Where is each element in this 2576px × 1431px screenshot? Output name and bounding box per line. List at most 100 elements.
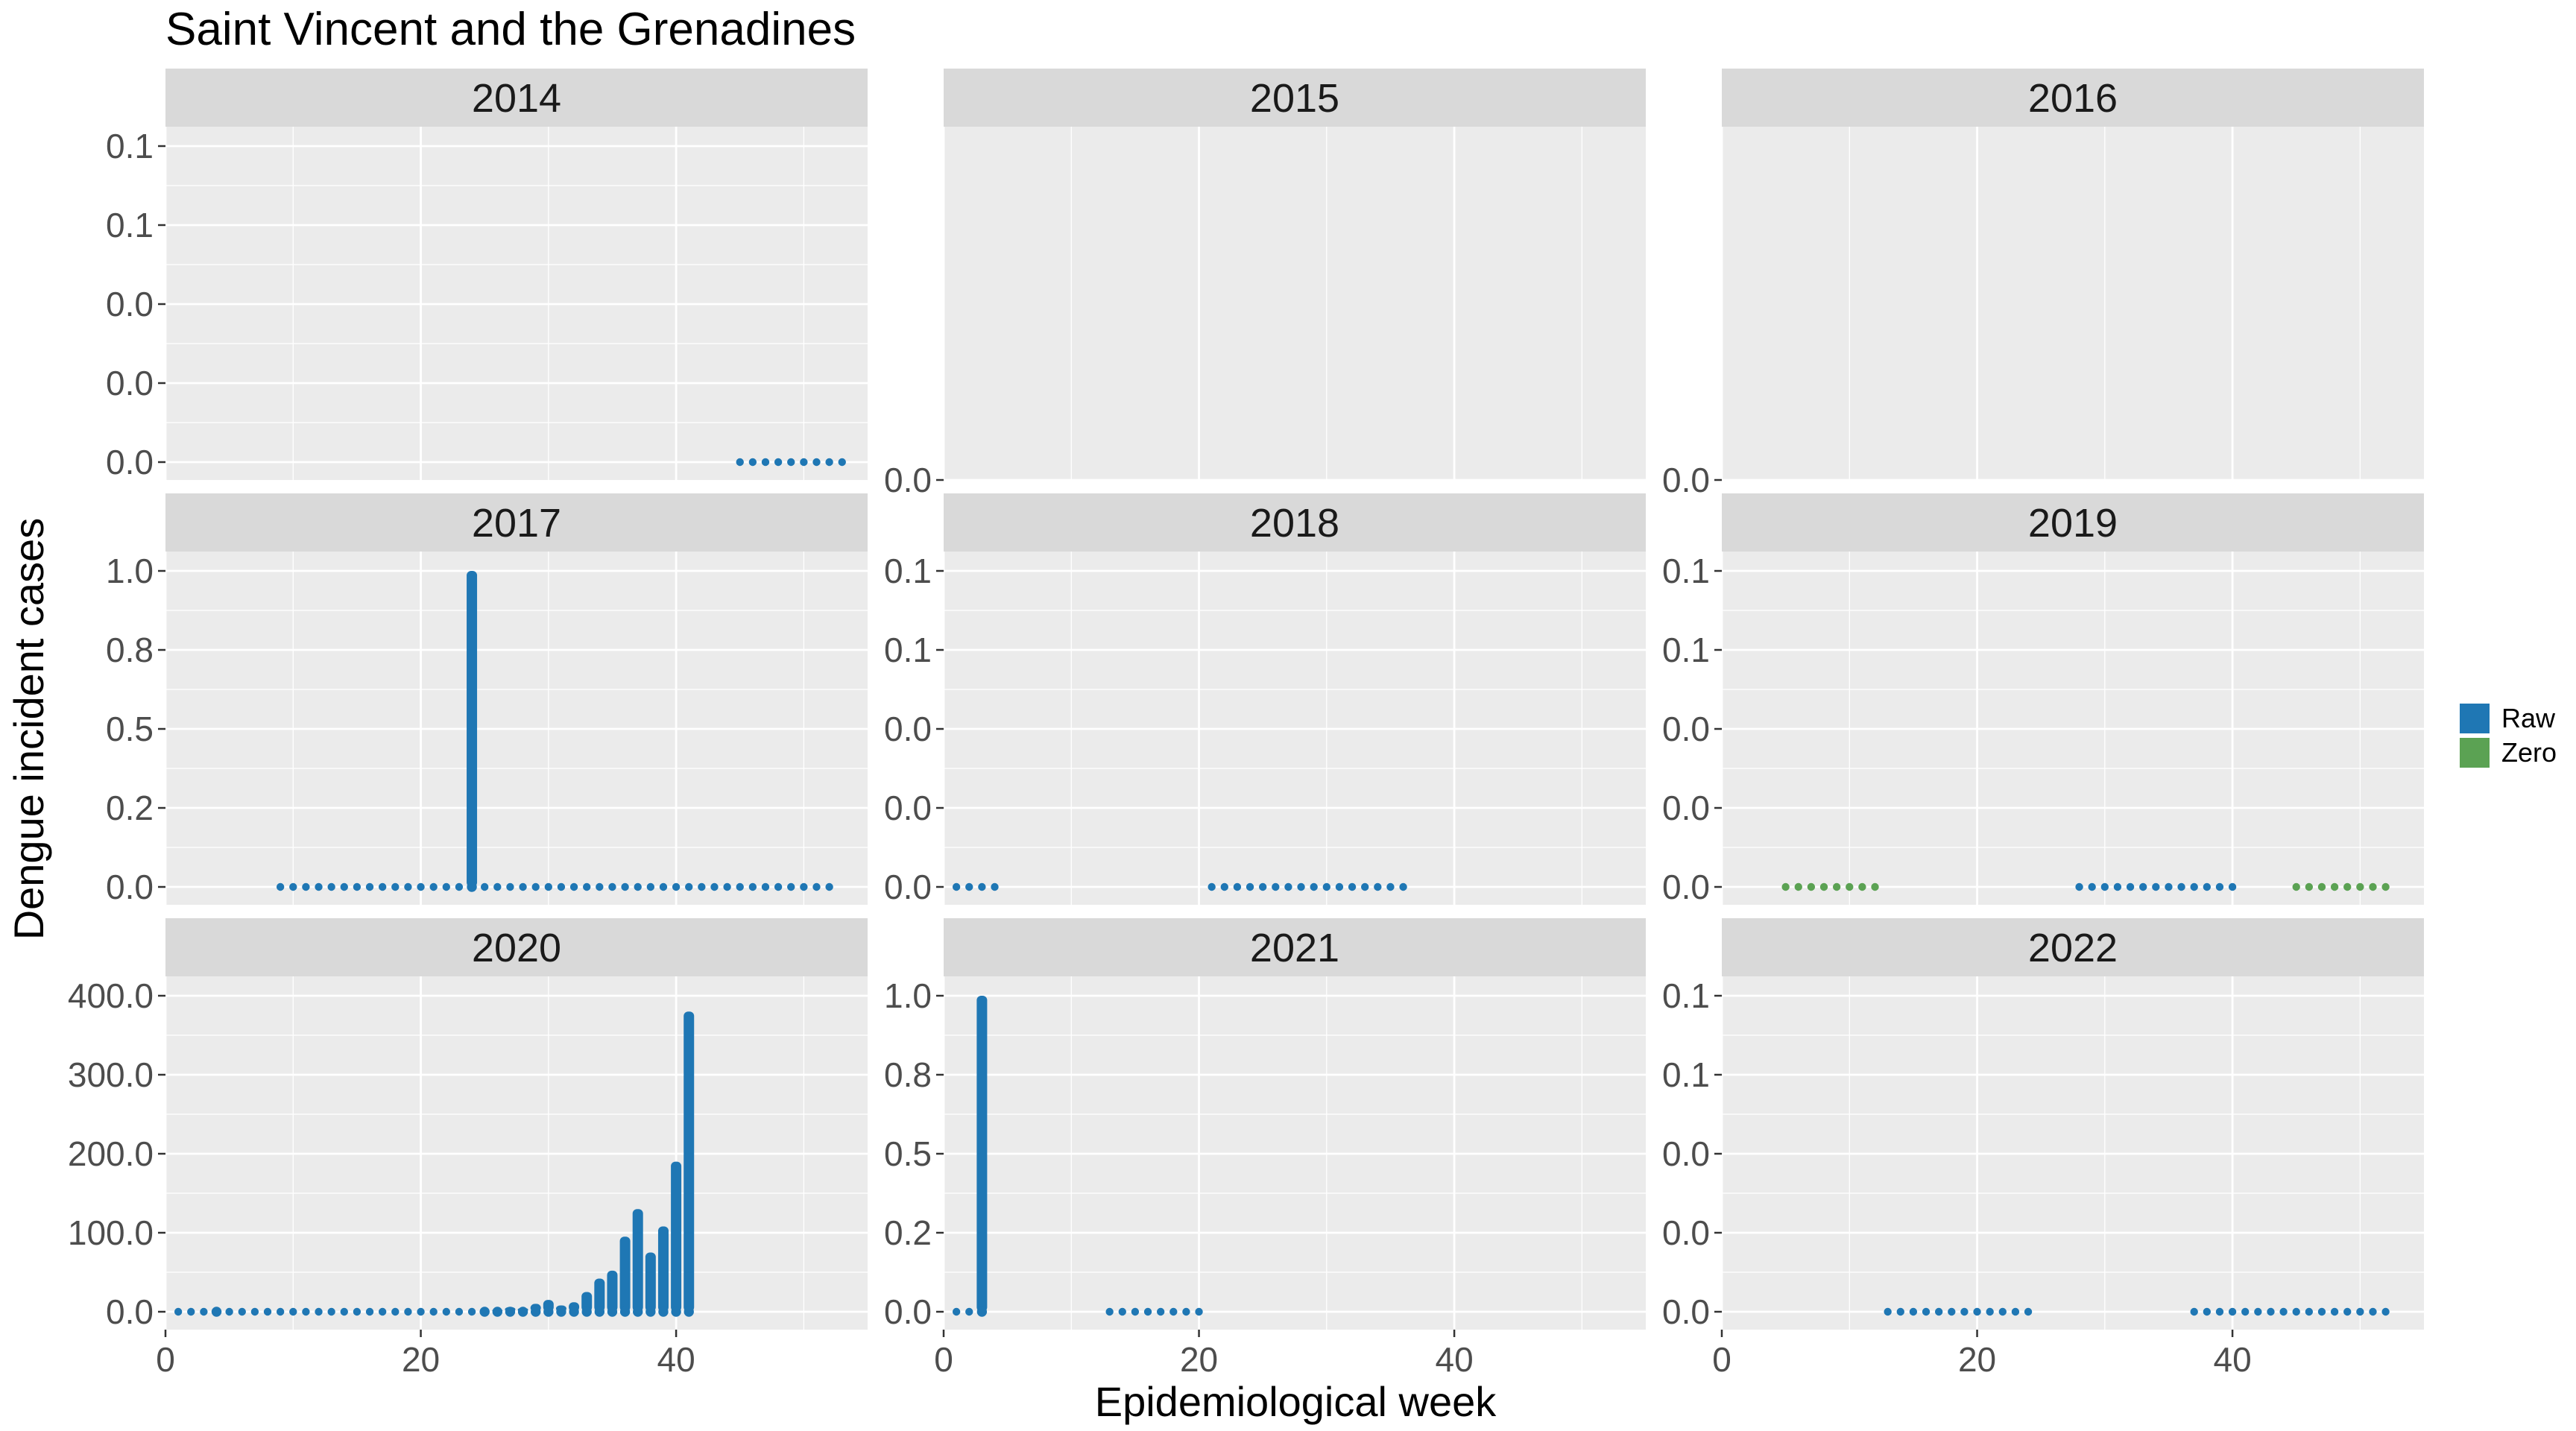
facet-panels: 2014 0.0 0.0 0.0 0.1 0.1 2015 0.0 2016 0.0 2017 0.0… bbox=[68, 69, 2424, 1379]
data-point bbox=[581, 1307, 592, 1317]
data-point bbox=[748, 882, 757, 891]
x-tick-label: 0 bbox=[934, 1340, 953, 1379]
data-point bbox=[1131, 1307, 1140, 1316]
data-point bbox=[455, 882, 464, 891]
data-point bbox=[2215, 1307, 2224, 1316]
facet-panel-2020: 2020 0.0 100.0 200.0 300.0 400.0 0 20 40 bbox=[68, 918, 868, 1379]
x-tick-label: 0 bbox=[1712, 1340, 1731, 1379]
data-point bbox=[479, 1307, 490, 1317]
data-point bbox=[621, 882, 629, 891]
data-point bbox=[505, 1307, 516, 1317]
facet-panel-2019: 2019 0.0 0.0 0.0 0.1 0.1 bbox=[1662, 493, 2424, 906]
data-point bbox=[530, 1307, 541, 1317]
data-point bbox=[263, 1307, 272, 1316]
data-point bbox=[978, 882, 986, 891]
data-point bbox=[404, 1307, 412, 1316]
data-point bbox=[1896, 1307, 1904, 1316]
data-point bbox=[1156, 1307, 1165, 1316]
data-point bbox=[2088, 882, 2096, 891]
facet-strip-label: 2014 bbox=[472, 76, 561, 121]
facet-strip bbox=[944, 918, 1646, 976]
data-point bbox=[812, 882, 821, 891]
data-point bbox=[748, 458, 757, 467]
data-point bbox=[2369, 882, 2377, 891]
data-point bbox=[1884, 1307, 1892, 1316]
data-point bbox=[391, 882, 400, 891]
data-point bbox=[1846, 882, 1854, 891]
data-point bbox=[1794, 882, 1802, 891]
data-point bbox=[1973, 1307, 1981, 1316]
y-tick-label: 0.0 bbox=[1662, 1134, 1710, 1173]
data-point bbox=[1832, 882, 1841, 891]
data-bar bbox=[467, 571, 478, 887]
data-point bbox=[672, 882, 681, 891]
data-point bbox=[1348, 882, 1357, 891]
data-bar bbox=[594, 1278, 605, 1312]
data-point bbox=[569, 1307, 579, 1317]
data-point bbox=[619, 1307, 631, 1317]
data-point bbox=[2305, 882, 2314, 891]
x-axis-title: Epidemiological week bbox=[1095, 1378, 1497, 1425]
data-point bbox=[467, 1307, 476, 1316]
y-tick-label: 0.8 bbox=[106, 631, 154, 669]
y-tick-label: 0.0 bbox=[1662, 868, 1710, 906]
y-tick-label: 0.0 bbox=[1662, 1292, 1710, 1331]
legend-key-zero bbox=[2460, 738, 2490, 768]
data-point bbox=[1399, 882, 1407, 891]
data-point bbox=[2075, 882, 2083, 891]
data-point bbox=[838, 458, 846, 467]
data-point bbox=[991, 882, 999, 891]
data-point bbox=[787, 458, 795, 467]
data-point bbox=[276, 882, 285, 891]
data-point bbox=[2381, 882, 2390, 891]
data-bar bbox=[671, 1161, 682, 1312]
data-point bbox=[556, 1307, 566, 1317]
data-point bbox=[583, 882, 591, 891]
data-point bbox=[174, 1307, 183, 1316]
x-tick-label: 40 bbox=[657, 1340, 695, 1379]
data-point bbox=[187, 1307, 195, 1316]
data-point bbox=[2177, 882, 2185, 891]
chart-title: Saint Vincent and the Grenadines bbox=[165, 4, 856, 55]
facet-strip-label: 2016 bbox=[2028, 76, 2118, 121]
data-point bbox=[1998, 1307, 2007, 1316]
y-tick-label: 300.0 bbox=[68, 1055, 154, 1094]
facet-panel-2021: 2021 0.0 0.2 0.5 0.8 1.0 0 20 40 bbox=[884, 918, 1646, 1379]
data-point bbox=[736, 882, 744, 891]
data-point bbox=[1335, 882, 1344, 891]
facet-strip-label: 2015 bbox=[1250, 76, 1339, 121]
data-point bbox=[1322, 882, 1331, 891]
data-point bbox=[2369, 1307, 2377, 1316]
y-tick-label: 0.0 bbox=[106, 868, 154, 906]
data-point bbox=[2317, 1307, 2326, 1316]
y-tick-label: 0.1 bbox=[1662, 976, 1710, 1015]
facet-panel-2016: 2016 0.0 bbox=[1662, 69, 2424, 499]
data-point bbox=[1960, 1307, 1969, 1316]
data-point bbox=[1195, 1307, 1203, 1316]
data-point bbox=[2190, 882, 2198, 891]
data-point bbox=[2356, 882, 2364, 891]
y-tick-label: 0.1 bbox=[106, 206, 154, 244]
data-bar bbox=[581, 1292, 593, 1312]
data-point bbox=[211, 1307, 222, 1317]
y-tick-label: 400.0 bbox=[68, 976, 154, 1015]
facet-strip bbox=[165, 918, 868, 976]
data-point bbox=[493, 882, 502, 891]
data-point bbox=[289, 1307, 297, 1316]
data-point bbox=[2100, 882, 2109, 891]
data-point bbox=[2113, 882, 2122, 891]
data-point bbox=[2279, 1307, 2288, 1316]
data-point bbox=[417, 1307, 425, 1316]
y-tick-label: 0.5 bbox=[106, 710, 154, 748]
data-point bbox=[698, 882, 706, 891]
data-point bbox=[225, 1307, 233, 1316]
data-point bbox=[1220, 882, 1229, 891]
data-point bbox=[800, 458, 808, 467]
data-point bbox=[315, 882, 323, 891]
data-point bbox=[646, 882, 655, 891]
data-point bbox=[1310, 882, 1318, 891]
data-point bbox=[492, 1307, 503, 1317]
data-point bbox=[302, 1307, 310, 1316]
data-point bbox=[480, 882, 489, 891]
